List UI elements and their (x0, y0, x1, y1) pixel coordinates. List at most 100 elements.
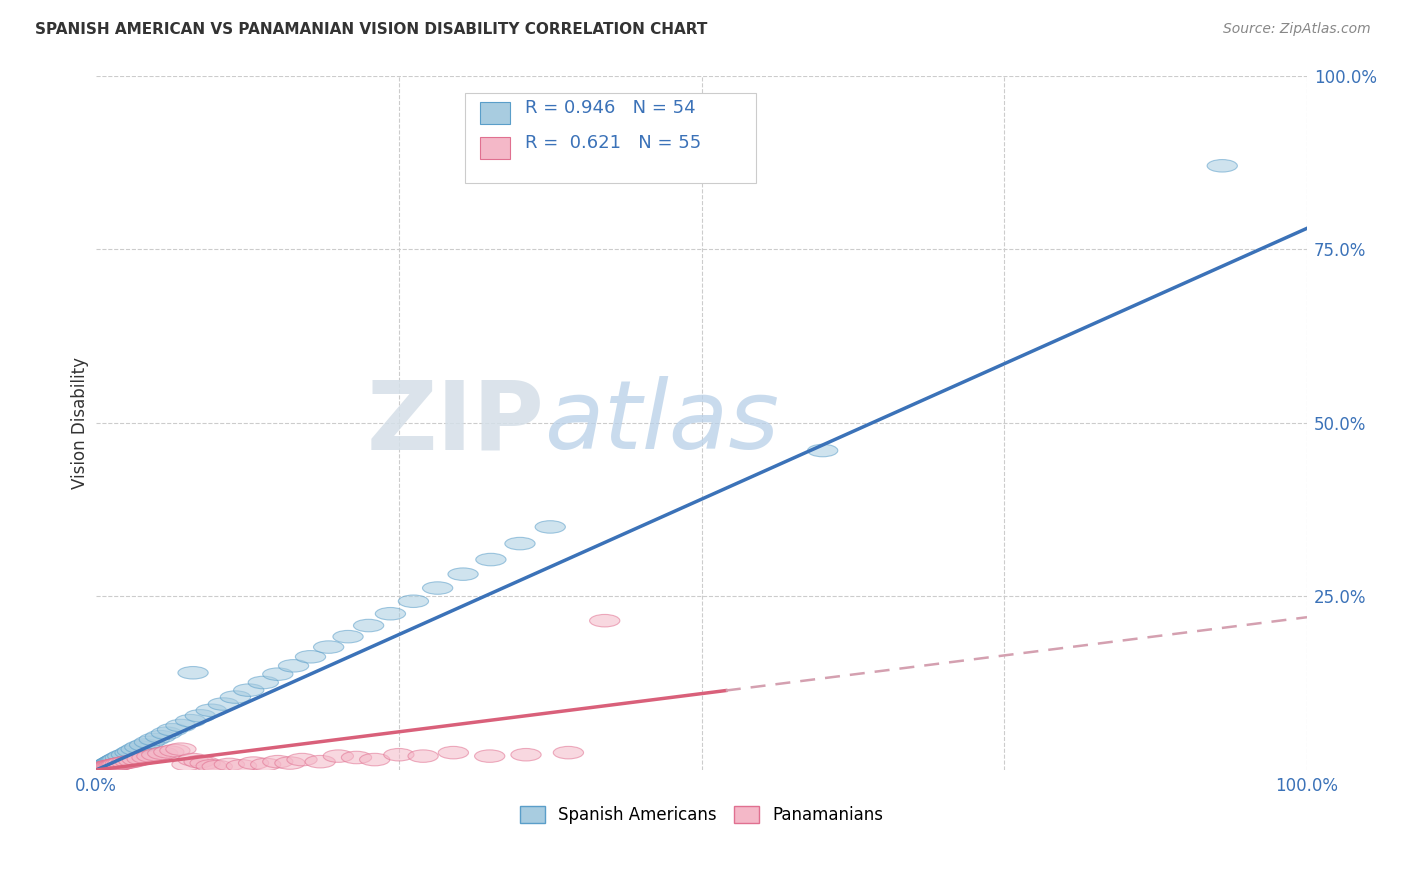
Ellipse shape (91, 760, 121, 772)
Ellipse shape (103, 758, 134, 771)
Ellipse shape (129, 739, 160, 751)
Ellipse shape (108, 750, 138, 763)
Ellipse shape (475, 553, 506, 566)
Ellipse shape (135, 736, 165, 748)
Ellipse shape (422, 582, 453, 594)
Ellipse shape (1208, 160, 1237, 172)
Ellipse shape (91, 761, 122, 773)
Ellipse shape (184, 756, 214, 768)
Ellipse shape (449, 568, 478, 581)
Y-axis label: Vision Disability: Vision Disability (72, 357, 89, 489)
Ellipse shape (314, 640, 344, 653)
Bar (479, 137, 510, 159)
Ellipse shape (160, 744, 190, 756)
Text: SPANISH AMERICAN VS PANAMANIAN VISION DISABILITY CORRELATION CHART: SPANISH AMERICAN VS PANAMANIAN VISION DI… (35, 22, 707, 37)
Ellipse shape (505, 537, 536, 549)
Ellipse shape (226, 760, 257, 772)
Ellipse shape (105, 751, 135, 764)
Ellipse shape (408, 750, 439, 763)
Ellipse shape (101, 758, 132, 771)
Ellipse shape (148, 747, 179, 760)
Ellipse shape (263, 756, 292, 768)
Ellipse shape (125, 741, 155, 754)
Ellipse shape (142, 748, 172, 761)
Ellipse shape (94, 760, 125, 772)
Ellipse shape (96, 756, 127, 769)
Ellipse shape (86, 763, 117, 775)
Ellipse shape (121, 743, 152, 756)
Ellipse shape (152, 727, 181, 739)
Text: ZIP: ZIP (367, 376, 544, 469)
Ellipse shape (375, 607, 405, 620)
Text: atlas: atlas (544, 376, 779, 469)
Ellipse shape (89, 762, 118, 774)
Ellipse shape (90, 762, 120, 774)
Ellipse shape (91, 761, 121, 773)
Ellipse shape (263, 668, 292, 681)
Ellipse shape (475, 750, 505, 763)
Ellipse shape (589, 615, 620, 627)
Ellipse shape (153, 746, 184, 758)
Ellipse shape (83, 763, 114, 775)
Ellipse shape (250, 758, 281, 771)
Ellipse shape (233, 684, 264, 697)
Ellipse shape (86, 763, 117, 775)
Ellipse shape (96, 760, 127, 772)
Ellipse shape (554, 747, 583, 759)
Ellipse shape (195, 704, 226, 716)
Ellipse shape (439, 747, 468, 759)
Ellipse shape (111, 756, 142, 769)
Ellipse shape (100, 754, 131, 766)
Ellipse shape (93, 760, 124, 772)
Ellipse shape (214, 758, 245, 771)
Ellipse shape (510, 748, 541, 761)
Ellipse shape (127, 753, 157, 765)
Ellipse shape (807, 444, 838, 457)
Ellipse shape (208, 698, 239, 710)
Ellipse shape (111, 748, 142, 761)
Ellipse shape (398, 595, 429, 607)
Ellipse shape (89, 761, 118, 773)
Ellipse shape (157, 723, 187, 736)
Ellipse shape (166, 719, 195, 731)
Ellipse shape (115, 747, 145, 759)
Ellipse shape (247, 676, 278, 689)
Ellipse shape (117, 745, 148, 757)
Ellipse shape (98, 756, 128, 768)
Ellipse shape (94, 757, 125, 770)
Ellipse shape (239, 756, 269, 769)
FancyBboxPatch shape (465, 93, 756, 183)
Ellipse shape (139, 733, 170, 746)
Ellipse shape (97, 760, 127, 772)
Ellipse shape (93, 758, 124, 771)
Ellipse shape (100, 759, 131, 772)
Ellipse shape (179, 666, 208, 679)
Ellipse shape (333, 631, 363, 643)
Ellipse shape (87, 763, 117, 775)
Ellipse shape (360, 754, 389, 766)
Bar (479, 103, 510, 124)
Ellipse shape (87, 762, 117, 774)
Text: R = 0.946   N = 54: R = 0.946 N = 54 (524, 99, 696, 117)
Ellipse shape (295, 650, 326, 663)
Ellipse shape (274, 756, 305, 769)
Ellipse shape (132, 751, 162, 764)
Ellipse shape (115, 756, 145, 768)
Ellipse shape (145, 731, 176, 743)
Ellipse shape (172, 758, 202, 771)
Ellipse shape (287, 754, 318, 766)
Ellipse shape (278, 659, 309, 672)
Ellipse shape (136, 750, 167, 763)
Ellipse shape (84, 763, 115, 775)
Ellipse shape (536, 521, 565, 533)
Text: R =  0.621   N = 55: R = 0.621 N = 55 (524, 134, 702, 152)
Ellipse shape (221, 690, 250, 703)
Ellipse shape (166, 743, 195, 756)
Ellipse shape (118, 755, 149, 767)
Ellipse shape (122, 754, 152, 766)
Ellipse shape (83, 763, 114, 775)
Ellipse shape (323, 750, 353, 763)
Ellipse shape (103, 753, 134, 765)
Ellipse shape (105, 757, 135, 770)
Ellipse shape (97, 756, 127, 769)
